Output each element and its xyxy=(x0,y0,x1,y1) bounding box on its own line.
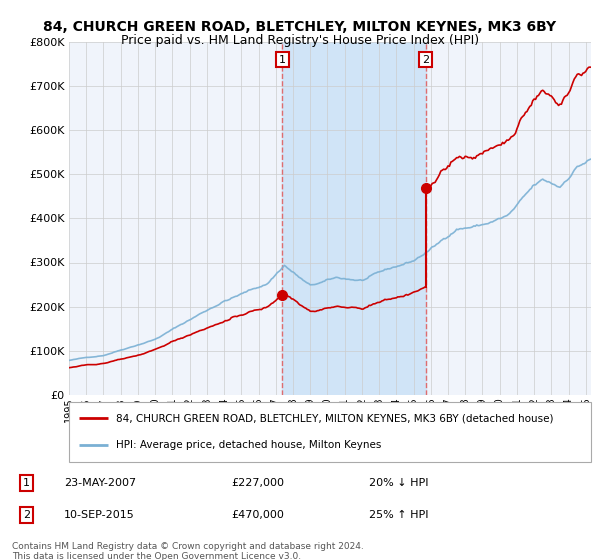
Text: 84, CHURCH GREEN ROAD, BLETCHLEY, MILTON KEYNES, MK3 6BY: 84, CHURCH GREEN ROAD, BLETCHLEY, MILTON… xyxy=(43,20,557,34)
Text: HPI: Average price, detached house, Milton Keynes: HPI: Average price, detached house, Milt… xyxy=(116,440,382,450)
Text: £470,000: £470,000 xyxy=(231,510,284,520)
Text: 20% ↓ HPI: 20% ↓ HPI xyxy=(369,478,428,488)
Text: 10-SEP-2015: 10-SEP-2015 xyxy=(64,510,134,520)
Text: Contains HM Land Registry data © Crown copyright and database right 2024.
This d: Contains HM Land Registry data © Crown c… xyxy=(12,542,364,560)
Text: 23-MAY-2007: 23-MAY-2007 xyxy=(64,478,136,488)
Text: 84, CHURCH GREEN ROAD, BLETCHLEY, MILTON KEYNES, MK3 6BY (detached house): 84, CHURCH GREEN ROAD, BLETCHLEY, MILTON… xyxy=(116,413,553,423)
Text: 2: 2 xyxy=(23,510,30,520)
Text: 25% ↑ HPI: 25% ↑ HPI xyxy=(369,510,428,520)
Text: 1: 1 xyxy=(23,478,30,488)
Bar xyxy=(283,42,426,395)
Text: Price paid vs. HM Land Registry's House Price Index (HPI): Price paid vs. HM Land Registry's House … xyxy=(121,34,479,46)
FancyBboxPatch shape xyxy=(69,402,591,462)
Text: 1: 1 xyxy=(279,55,286,64)
Text: £227,000: £227,000 xyxy=(231,478,284,488)
Text: 2: 2 xyxy=(422,55,430,64)
